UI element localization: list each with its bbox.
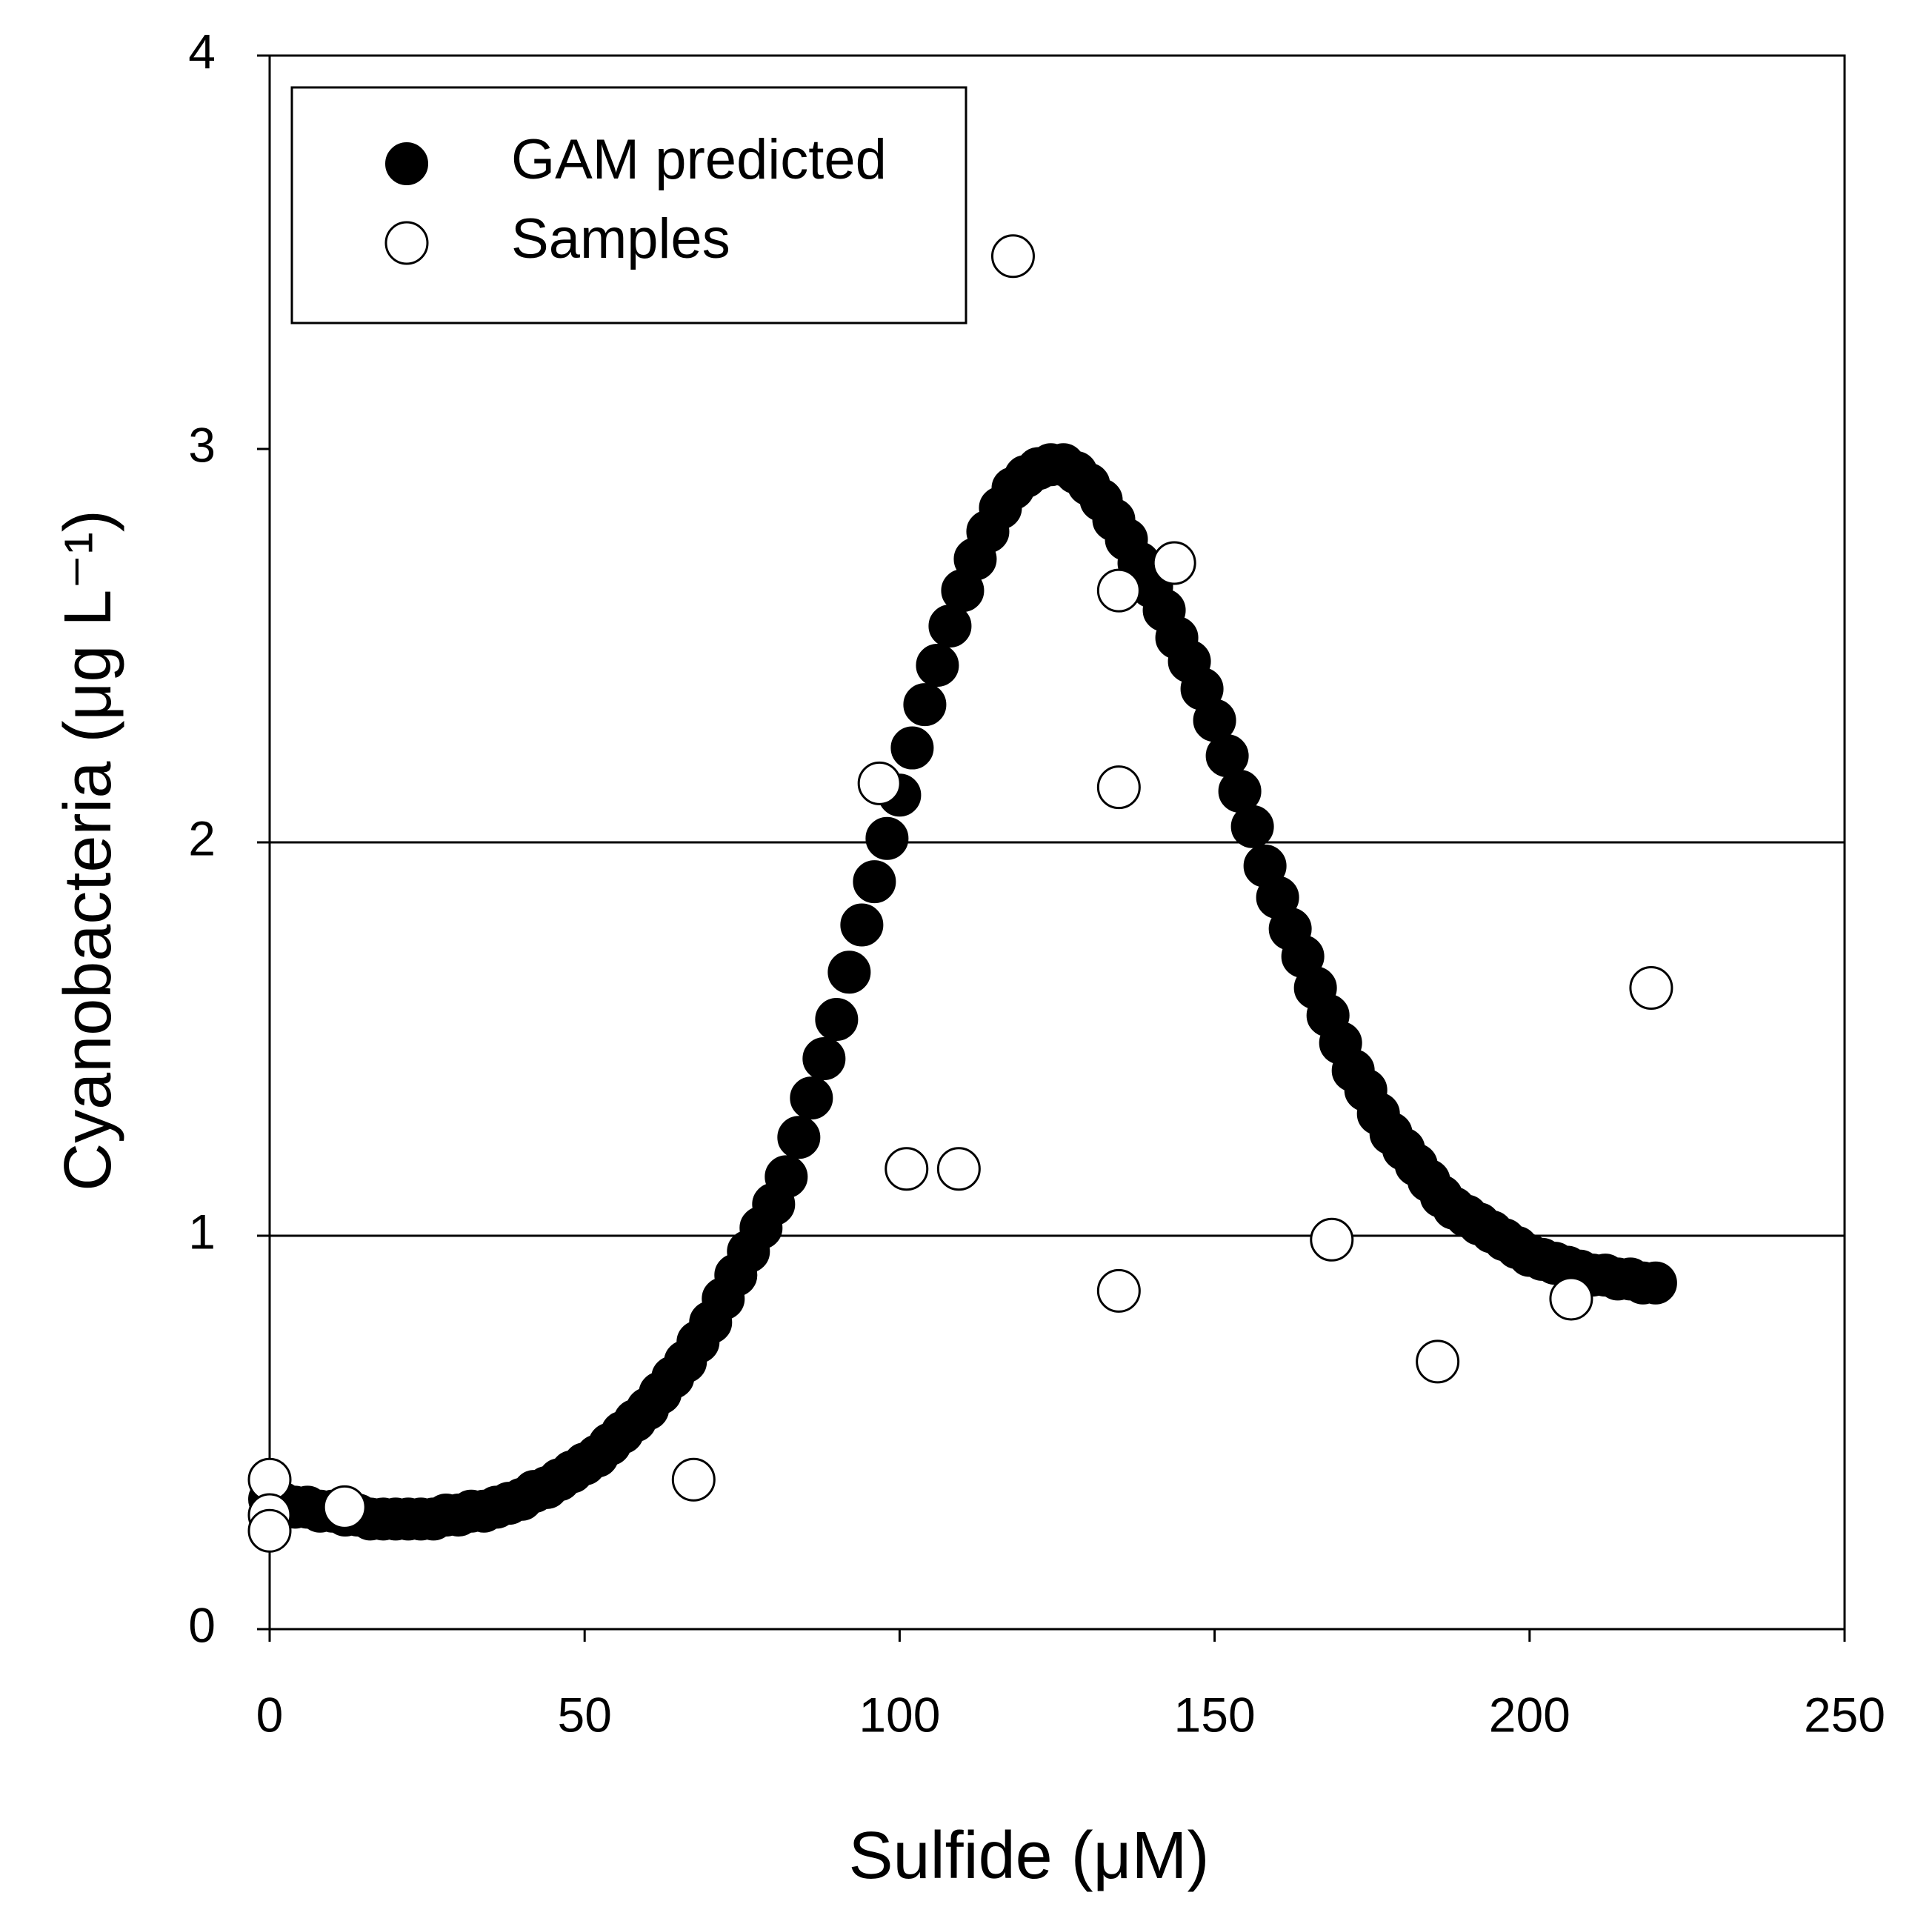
data-point — [1629, 965, 1673, 1010]
data-point — [815, 997, 859, 1041]
x-tick-label: 100 — [859, 1687, 940, 1742]
y-axis-label: Cyanobacteria (μg L⁻¹) — [51, 510, 125, 1191]
y-tick-label: 2 — [188, 810, 216, 865]
y-tick-label: 1 — [188, 1204, 216, 1259]
data-point — [1152, 541, 1196, 585]
data-point — [1310, 1217, 1354, 1262]
data-point — [840, 903, 884, 947]
data-point — [777, 1116, 821, 1159]
data-point — [765, 1155, 808, 1199]
data-point — [671, 1457, 716, 1502]
data-point — [1096, 568, 1141, 613]
data-point — [322, 1485, 367, 1529]
data-point — [1416, 1339, 1460, 1384]
data-point — [916, 644, 959, 688]
data-point — [936, 1147, 981, 1191]
legend-marker — [384, 221, 429, 265]
data-point — [857, 761, 902, 805]
x-tick-label: 0 — [256, 1687, 284, 1742]
x-tick-label: 250 — [1804, 1687, 1885, 1742]
data-point — [865, 816, 909, 860]
data-point — [1549, 1276, 1593, 1321]
data-point — [853, 860, 896, 904]
y-tick-label: 3 — [188, 417, 216, 472]
legend-marker — [385, 142, 428, 185]
y-tick-label: 4 — [188, 24, 216, 79]
data-point — [1096, 765, 1141, 810]
legend-label: Samples — [511, 207, 730, 270]
data-point — [990, 234, 1035, 279]
x-axis-label: Sulfide (μM) — [849, 1819, 1210, 1893]
data-point — [890, 726, 934, 770]
data-point — [827, 951, 871, 994]
data-point — [1230, 805, 1274, 848]
data-point — [903, 683, 947, 727]
x-tick-label: 200 — [1489, 1687, 1570, 1742]
legend-label: GAM predicted — [511, 128, 887, 191]
legend-box — [290, 86, 967, 324]
data-point — [1633, 1261, 1677, 1305]
data-point — [247, 1508, 292, 1553]
y-tick-label: 0 — [188, 1597, 216, 1652]
data-point — [885, 1147, 929, 1191]
data-point — [790, 1076, 833, 1120]
data-point — [1096, 1268, 1141, 1313]
x-tick-label: 50 — [557, 1687, 611, 1742]
data-point — [802, 1037, 846, 1081]
x-tick-label: 150 — [1174, 1687, 1256, 1742]
